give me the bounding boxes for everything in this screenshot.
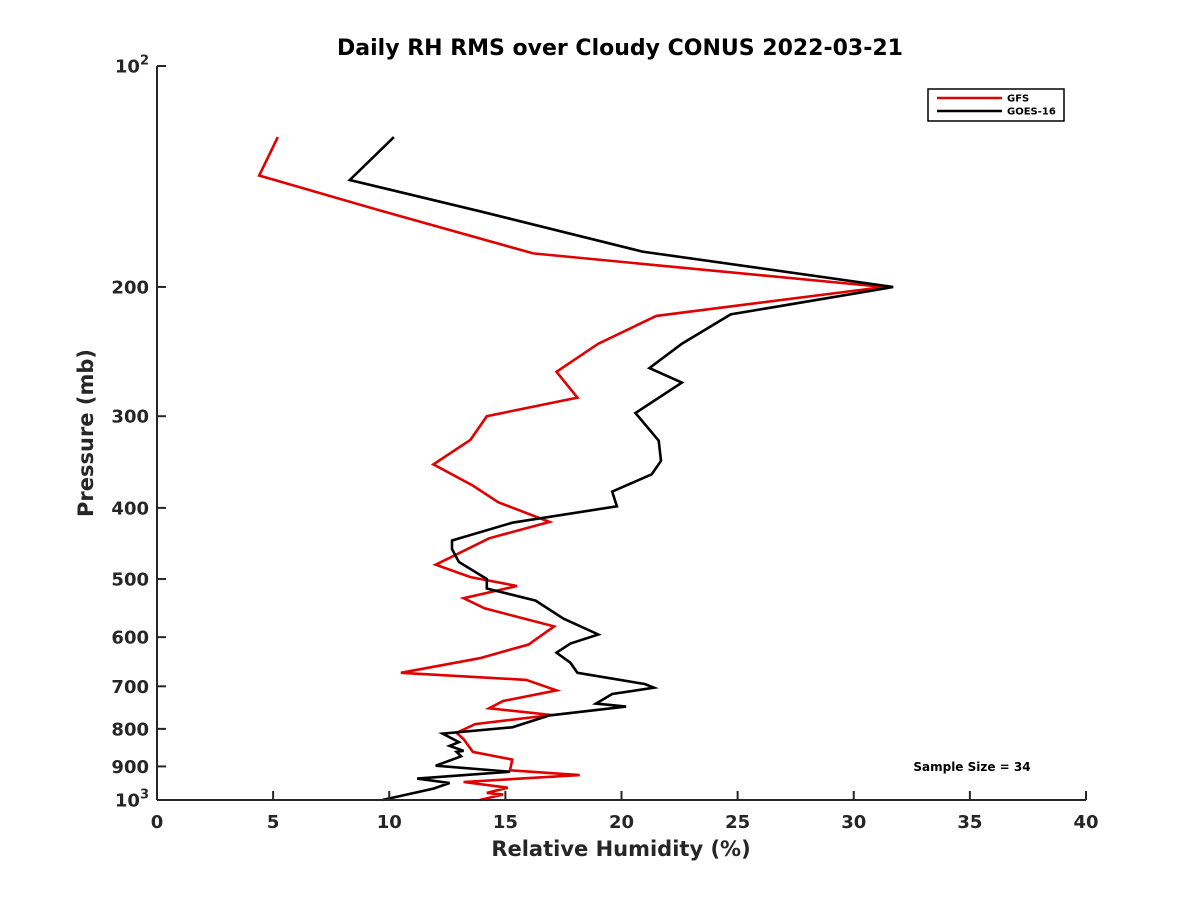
y-tick-base: 200	[111, 277, 149, 298]
x-axis-label: Relative Humidity (%)	[491, 837, 750, 861]
x-tick-label: 40	[1073, 812, 1098, 833]
y-tick-label: 300	[111, 407, 149, 428]
y-tick-base: 500	[111, 570, 149, 591]
y-tick-label: 600	[111, 628, 149, 649]
y-tick-base: 10	[115, 791, 140, 812]
y-tick-base: 300	[111, 407, 149, 428]
legend-label-goes16: GOES-16	[1007, 107, 1056, 118]
x-tick-label: 35	[957, 812, 982, 833]
y-tick-label: 200	[111, 277, 149, 298]
y-tick-base: 900	[111, 757, 149, 778]
x-tick-label: 20	[609, 812, 634, 833]
y-tick-label: 102	[115, 54, 149, 78]
x-axis: 0 5 10 15 20 25 30 35 40	[151, 791, 1099, 833]
y-tick-label: 500	[111, 570, 149, 591]
y-tick-exponent: 3	[140, 788, 149, 803]
y-tick-base: 400	[111, 498, 149, 519]
y-tick-label: 900	[111, 757, 149, 778]
series-line-goes16	[347, 136, 894, 802]
legend-label-gfs: GFS	[1007, 94, 1029, 105]
legend-box	[927, 88, 1065, 122]
chart-title: Daily RH RMS over Cloudy CONUS 2022-03-2…	[337, 36, 903, 61]
y-tick-base: 600	[111, 628, 149, 649]
y-tick-base: 800	[111, 719, 149, 740]
y-tick-label: 103	[115, 788, 149, 812]
series-line-gfs	[257, 136, 885, 802]
sample-size-annotation: Sample Size = 34	[913, 760, 1030, 774]
y-tick-base: 700	[111, 677, 149, 698]
y-tick-label: 700	[111, 677, 149, 698]
y-tick-label: 800	[111, 719, 149, 740]
y-tick-base: 10	[115, 57, 140, 78]
plot-series	[257, 136, 894, 802]
y-tick-exponent: 2	[140, 54, 149, 69]
x-tick-label: 0	[151, 812, 164, 833]
x-tick-label: 25	[725, 812, 750, 833]
y-tick-label: 400	[111, 498, 149, 519]
legend: GFS GOES-16	[927, 88, 1065, 122]
x-tick-label: 15	[493, 812, 518, 833]
y-axis-label: Pressure (mb)	[74, 349, 98, 517]
x-tick-label: 5	[267, 812, 280, 833]
x-tick-label: 30	[841, 812, 866, 833]
x-tick-label: 10	[377, 812, 402, 833]
